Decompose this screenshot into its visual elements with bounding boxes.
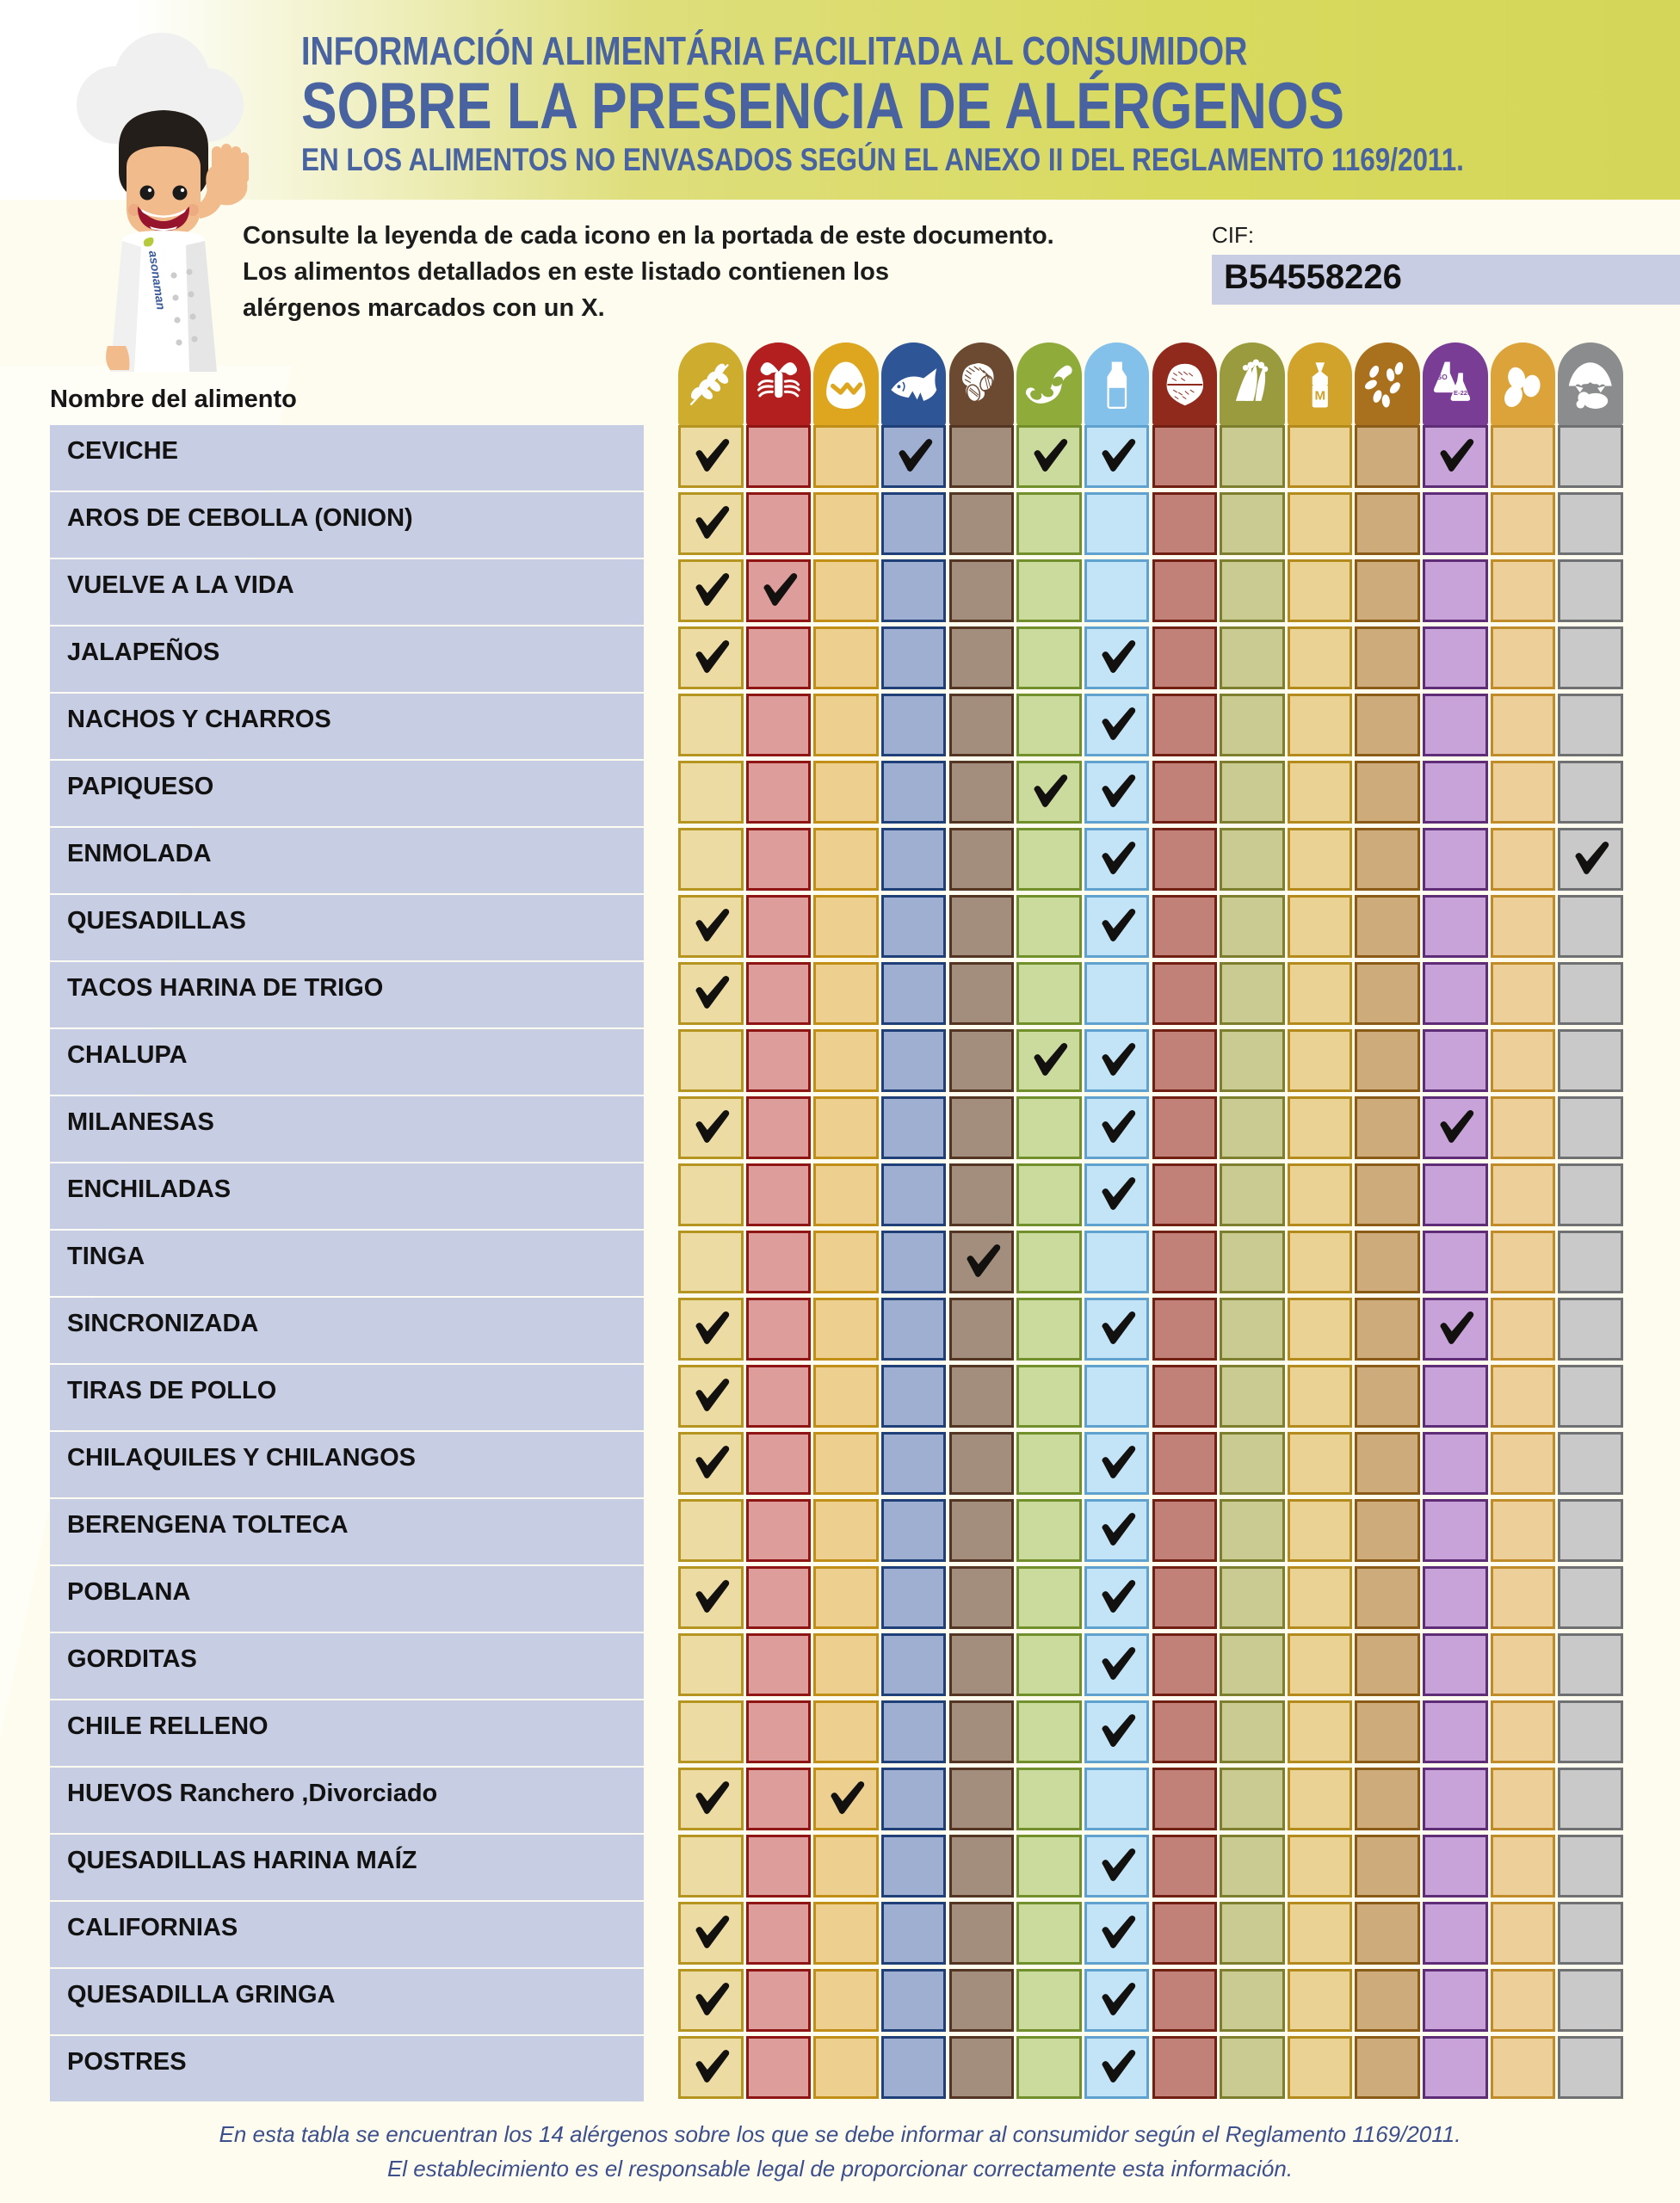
svg-text:M: M xyxy=(1314,388,1325,403)
svg-text:SO: SO xyxy=(1437,373,1448,381)
svg-text:E-220: E-220 xyxy=(1454,389,1471,397)
